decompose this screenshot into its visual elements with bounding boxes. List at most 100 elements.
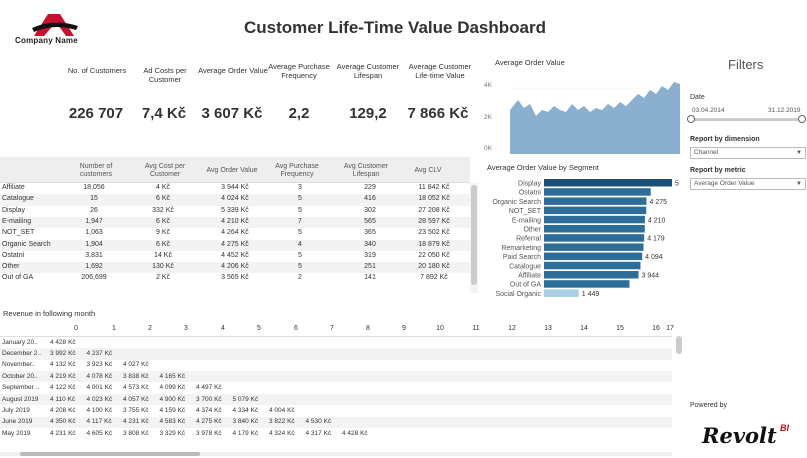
cohort-cell: 4 023 Kč	[86, 395, 113, 403]
date-label: Date	[690, 94, 705, 101]
table-cell: 7 892 Kč	[420, 274, 448, 282]
cohort-cell: 4 583 Kč	[159, 418, 186, 426]
cohort-col-header: 2	[148, 325, 152, 332]
table-cell: 4 275 Kč	[221, 240, 249, 248]
table-scrollbar[interactable]	[470, 183, 478, 293]
dimension-select[interactable]: Channel ▼	[690, 147, 806, 159]
cohort-cell: 4 237 Kč	[86, 349, 113, 357]
segment-bar[interactable]	[544, 215, 645, 224]
col-header-order-value: Avg Order Value	[206, 167, 258, 174]
aov-area-chart	[510, 82, 680, 154]
cohort-cell: 4 573 Kč	[123, 384, 149, 392]
segment-value-label: 4 275	[649, 199, 667, 206]
table-cell: 14 Kč	[154, 251, 172, 259]
table-cell: 18,056	[83, 184, 105, 191]
cohort-cell: 4 100 Kč	[86, 406, 113, 414]
table-row[interactable]: NOT_SET 1,063 9 Kč 4 264 Kč 5 365 23 502 Kč	[0, 228, 470, 239]
table-cell: 4 210 Kč	[221, 217, 249, 225]
cohort-row-label: August 2019	[2, 395, 39, 403]
segment-bar[interactable]	[544, 179, 672, 187]
cohort-cell: 4 497 Kč	[196, 384, 222, 392]
table-cell: 1,947	[85, 217, 103, 225]
table-cell: 5 339 Kč	[221, 206, 249, 214]
segment-bar[interactable]	[544, 188, 651, 196]
table-row[interactable]: Affiliate 18,056 4 Kč 3 944 Kč 3 229 11 842 Kč	[0, 183, 470, 194]
table-cell: 5	[298, 229, 302, 237]
segment-bar[interactable]	[544, 289, 579, 297]
date-slider-start-handle[interactable]	[687, 115, 695, 123]
cohort-col-header: 3	[184, 325, 188, 332]
cohort-col-header: 15	[616, 325, 624, 332]
row-label: Affiliate	[2, 184, 25, 191]
table-scroll-thumb[interactable]	[471, 185, 477, 285]
col-header-customers: Number of customers	[79, 163, 113, 179]
segment-label: Out of GA	[510, 282, 541, 289]
table-cell: 3 565 Kč	[221, 274, 249, 282]
cohort-col-header: 7	[330, 325, 334, 332]
cohort-hscroll-thumb[interactable]	[20, 452, 200, 456]
table-row[interactable]: Display 26 332 Kč 5 339 Kč 5 302 27 208 Kč	[0, 206, 470, 217]
table-cell: 2	[298, 274, 302, 282]
cohort-cell: 4 324 Kč	[269, 429, 295, 437]
cohort-cell: 4 317 Kč	[305, 429, 332, 437]
metric-select[interactable]: Average Order Value ▼	[690, 178, 806, 190]
segment-label: Affiliate	[518, 273, 541, 280]
segment-bar[interactable]	[544, 280, 630, 288]
kpi-label-purchase-frequency: Average Purchase Frequency	[268, 62, 330, 81]
table-header	[0, 157, 470, 183]
table-cell: 416	[364, 195, 376, 203]
cohort-cell: 3 822 Kč	[269, 418, 295, 426]
cohort-cell: 3 840 Kč	[232, 418, 259, 426]
segment-bar[interactable]	[544, 243, 644, 251]
segment-bar[interactable]	[544, 271, 639, 279]
table-row[interactable]: E-mailing 1,947 6 Kč 4 210 Kč 7 565 28 597 Kč	[0, 216, 470, 229]
segment-bar[interactable]	[544, 225, 645, 233]
cohort-scroll-thumb[interactable]	[676, 336, 682, 354]
cohort-cell: 4 605 Kč	[86, 429, 113, 437]
cohort-row: May 2019 4 231 Kč 4 605 Kč 3 808 Kč 3 329 Kč…	[0, 428, 672, 439]
row-label: Catalogue	[2, 195, 34, 203]
cohort-cell: 4 117 Kč	[86, 418, 112, 426]
table-row[interactable]: Out of GA 206,699 2 Kč 3 565 Kč 2 141 7 892 Kč	[0, 273, 470, 284]
cohort-cell: 3 808 Kč	[123, 429, 149, 437]
table-cell: 4 206 Kč	[221, 263, 249, 271]
company-name: Company Name	[15, 36, 78, 45]
dimension-value: Channel	[694, 149, 719, 156]
segment-label: Organic Search	[492, 199, 541, 206]
date-slider-end-handle[interactable]	[798, 115, 806, 123]
segment-bar[interactable]	[544, 234, 645, 242]
segment-label: Social Organic	[495, 291, 541, 298]
cohort-col-header: 4	[221, 325, 225, 332]
chevron-down-icon: ▼	[796, 181, 802, 187]
segment-bar[interactable]	[544, 206, 647, 215]
cohort-row: October 20.. 4 219 Kč 4 078 Kč 3 838 Kč 4 16…	[0, 371, 672, 383]
date-range-slider[interactable]	[687, 115, 806, 123]
cohort-row: July 2019 4 208 Kč 4 100 Kč 3 755 Kč 4 159 K…	[0, 405, 672, 416]
cohort-row: January 20.. 4 428 Kč	[0, 337, 672, 348]
cohort-cell: 4 275 Kč	[196, 418, 222, 426]
table-cell: 365	[364, 229, 376, 237]
cohort-cell: 4 530 Kč	[305, 418, 332, 426]
table-row[interactable]: Catalogue 15 6 Kč 4 024 Kč 5 416 18 052 Kč	[0, 194, 470, 206]
table-cell: 23 502 Kč	[418, 229, 450, 237]
kpi-label-customers: No. of Customers	[67, 66, 127, 75]
segment-bar[interactable]	[544, 197, 647, 205]
table-cell: 20 180 Kč	[418, 263, 450, 271]
table-row[interactable]: Organic Search 1,904 6 Kč 4 275 Kč 4 340 18 87…	[0, 239, 470, 251]
cohort-row-label: June 2019	[2, 418, 33, 426]
table-cell: 141	[364, 274, 376, 282]
kpi-label-ad-costs: Ad Costs per Customer	[143, 66, 187, 85]
table-cell: 15	[90, 195, 98, 203]
table-cell: 4 264 Kč	[221, 229, 249, 237]
segment-label: Other	[523, 227, 541, 234]
table-cell: 18 052 Kč	[418, 195, 450, 203]
cohort-hscrollbar[interactable]	[0, 452, 672, 456]
cohort-cell: 4 159 Kč	[159, 406, 186, 414]
table-row[interactable]: Other 1,692 130 Kč 4 206 Kč 5 251 20 180 Kč	[0, 262, 470, 274]
table-cell: 565	[364, 217, 376, 225]
segment-bar[interactable]	[544, 261, 641, 270]
table-row[interactable]: Ostatni 3,831 14 Kč 4 452 Kč 5 319 22 050 Kč	[0, 251, 470, 262]
segment-bar[interactable]	[544, 252, 643, 261]
table-cell: 6 Kč	[155, 195, 170, 203]
cohort-row: August 2019 4 110 Kč 4 023 Kč 4 057 Kč 4 900…	[0, 394, 672, 406]
